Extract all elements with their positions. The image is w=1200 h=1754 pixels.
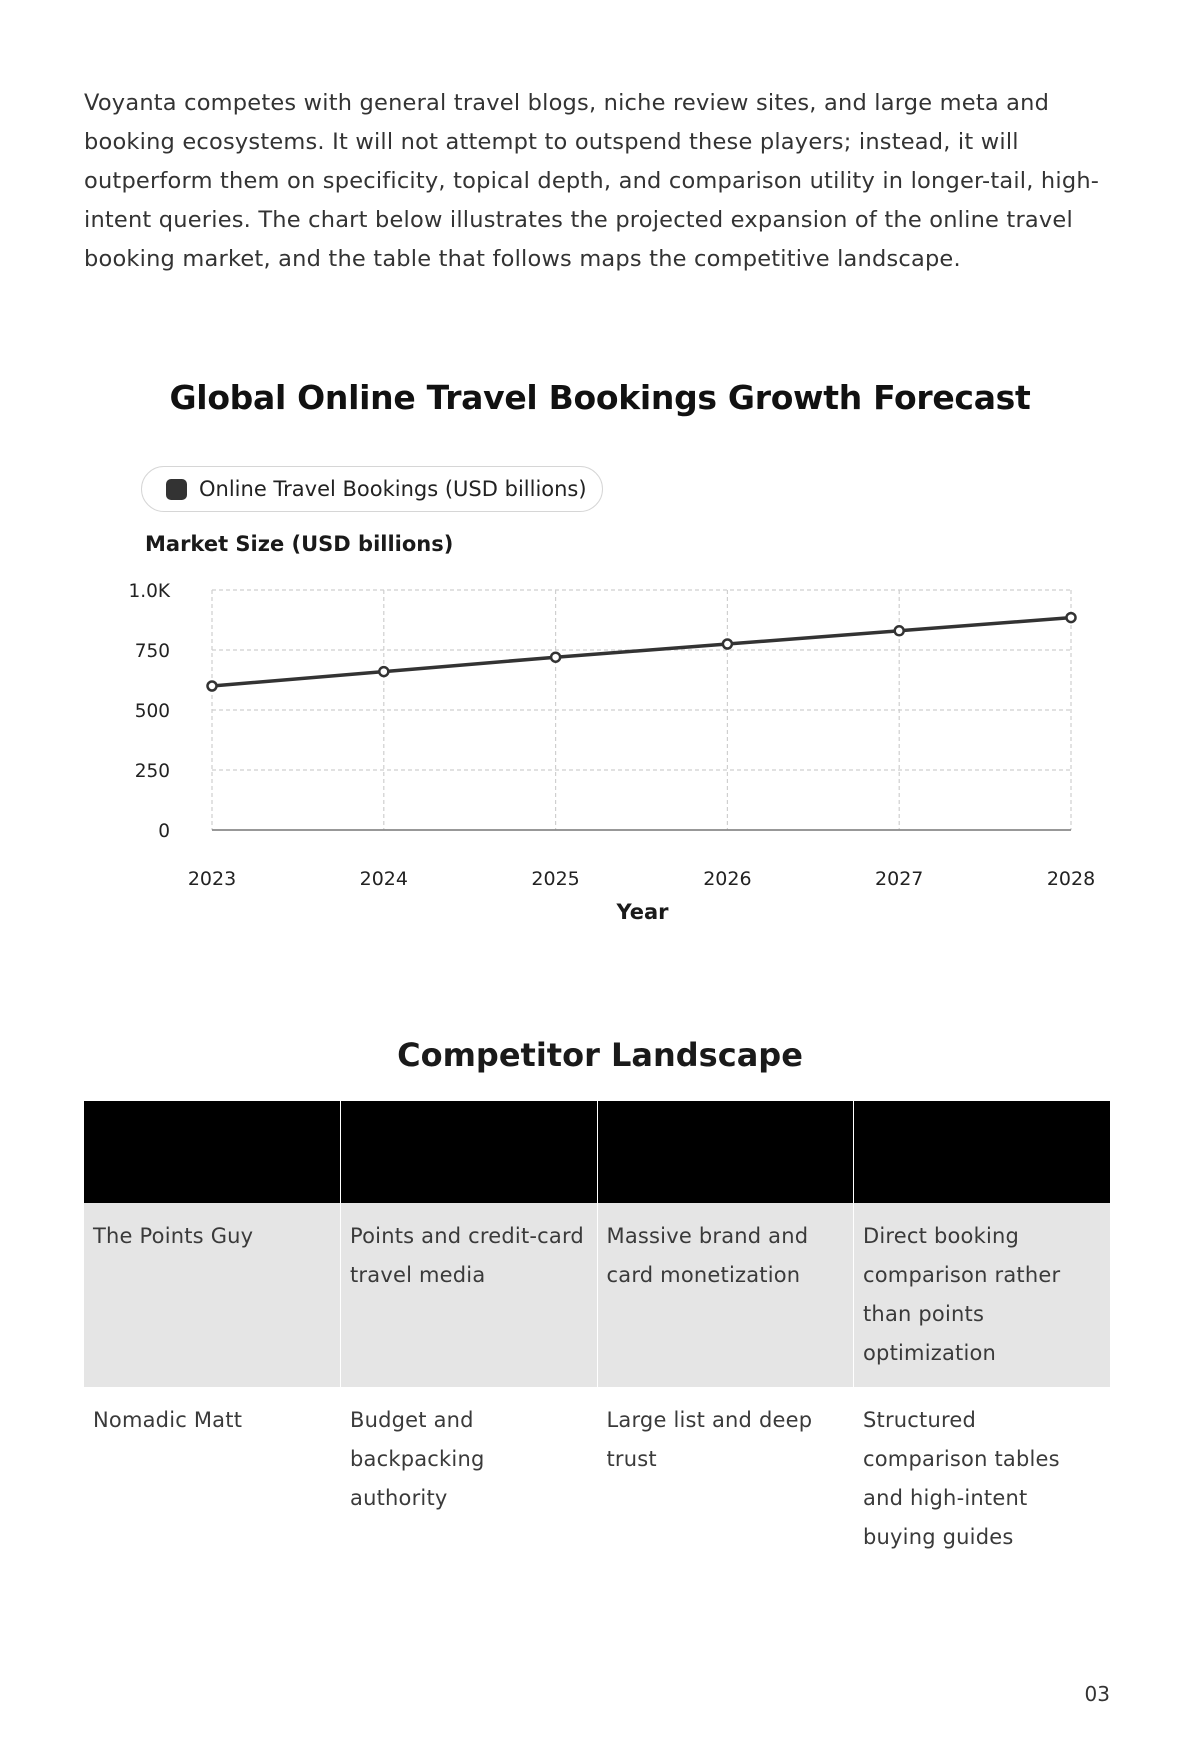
- line-chart: 0 250 500 750 1.0K 2023 2024 2025 2026 2027 2028: [128, 581, 1095, 890]
- table-header-cell: [853, 1101, 1110, 1203]
- legend-swatch: [166, 478, 187, 500]
- table-row: Nomadic Matt Budget and backpacking auth…: [84, 1387, 1110, 1571]
- competitor-name: Nomadic Matt: [84, 1387, 341, 1571]
- competitor-focus: Budget and backpacking authority: [340, 1387, 598, 1571]
- x-tick-label: 2027: [875, 868, 923, 890]
- x-tick-label: 2024: [360, 868, 408, 890]
- table-row: The Points Guy Points and credit-card tr…: [84, 1203, 1110, 1387]
- y-tick-label: 750: [135, 641, 170, 662]
- y-tick-label: 250: [135, 761, 170, 782]
- data-point: [1065, 611, 1077, 624]
- competitor-differentiator: Structured comparison tables and high-in…: [863, 1408, 1060, 1549]
- competitor-focus: Points and credit-card travel media: [340, 1203, 598, 1387]
- y-tick-label: 0: [158, 821, 170, 842]
- x-tick-label: 2023: [188, 868, 236, 890]
- y-axis-title: Market Size (USD billions): [145, 532, 454, 556]
- y-tick-label: 500: [135, 701, 170, 722]
- table-header-row: [84, 1101, 1110, 1203]
- table-header-cell: [597, 1101, 854, 1203]
- intro-paragraph: Voyanta competes with general travel blo…: [84, 90, 1100, 272]
- page-number: 03: [1084, 1682, 1110, 1706]
- table-title: Competitor Landscape: [397, 1036, 803, 1074]
- chart-title: Global Online Travel Bookings Growth For…: [169, 378, 1031, 417]
- table-header-cell: [340, 1101, 598, 1203]
- competitor-name: The Points Guy: [84, 1203, 341, 1387]
- data-point: [378, 665, 390, 678]
- x-tick-label: 2028: [1047, 868, 1095, 890]
- x-tick-label: 2025: [531, 868, 579, 890]
- series-line: [211, 615, 1072, 688]
- competitor-table: The Points Guy Points and credit-card tr…: [84, 1101, 1110, 1571]
- table-header-cell: [84, 1101, 341, 1203]
- chart-legend: Online Travel Bookings (USD billions): [141, 466, 603, 512]
- data-point: [721, 638, 734, 650]
- competitor-differentiator: Direct booking comparison rather than po…: [853, 1203, 1110, 1387]
- data-point: [549, 651, 562, 663]
- data-point: [206, 680, 218, 692]
- x-axis-title: Year: [616, 900, 669, 924]
- competitor-strength: Large list and deep trust: [597, 1387, 854, 1571]
- x-tick-label: 2026: [703, 868, 751, 890]
- legend-label: Online Travel Bookings (USD billions): [199, 477, 587, 501]
- y-tick-label: 1.0K: [128, 581, 170, 602]
- data-point: [893, 625, 905, 637]
- competitor-strength: Massive brand and card monetization: [597, 1203, 854, 1387]
